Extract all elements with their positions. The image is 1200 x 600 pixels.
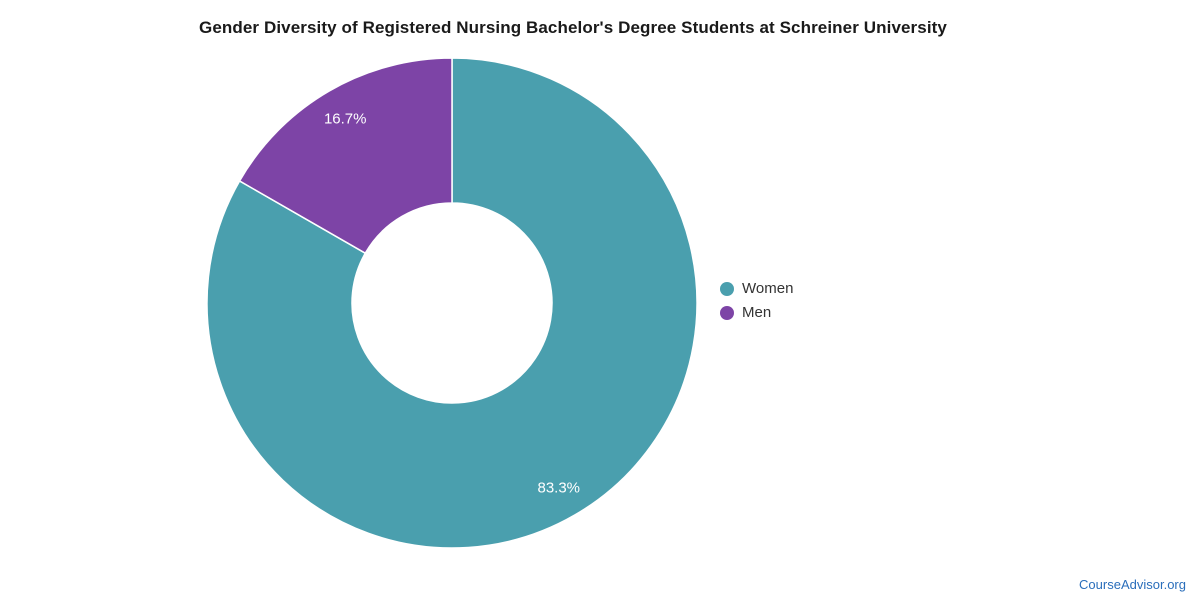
courseadvisor-link[interactable]: CourseAdvisor.org [1079, 577, 1186, 592]
donut-slice-labels: 83.3% 16.7% [324, 111, 580, 497]
legend-item-women[interactable]: Women [720, 280, 793, 297]
donut-slice-men[interactable] [238, 57, 453, 254]
slice-percent-label: 16.7% [324, 111, 367, 128]
men-legend-dot-icon [720, 305, 734, 320]
women-legend-dot-icon [720, 281, 734, 296]
legend-item-men[interactable]: Men [720, 304, 793, 321]
donut-slice-women[interactable] [206, 57, 698, 549]
donut-slices [206, 57, 698, 549]
chart-title: Gender Diversity of Registered Nursing B… [199, 18, 947, 37]
chart-legend: Women Men [720, 280, 793, 321]
slice-percent-label: 83.3% [537, 479, 580, 496]
legend-label: Women [742, 280, 794, 297]
legend-label: Men [742, 304, 772, 321]
